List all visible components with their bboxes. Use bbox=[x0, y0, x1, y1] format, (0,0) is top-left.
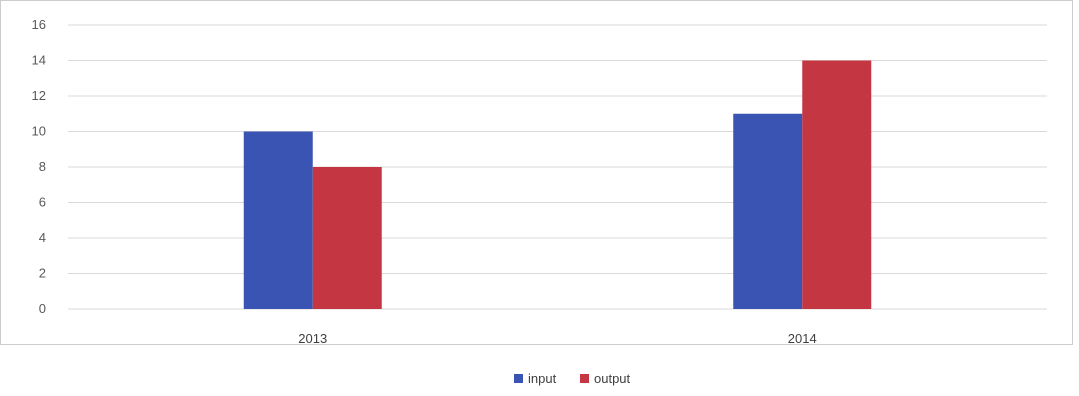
x-category-label: 2013 bbox=[298, 331, 327, 346]
x-axis-categories: 2013 2014 bbox=[298, 331, 816, 346]
x-category-label: 2014 bbox=[788, 331, 817, 346]
plot-frame bbox=[0, 0, 1073, 345]
y-tick-label: 8 bbox=[39, 159, 46, 174]
bars bbox=[243, 60, 872, 309]
y-tick-label: 0 bbox=[39, 301, 46, 316]
y-tick-label: 4 bbox=[39, 230, 46, 245]
y-tick-label: 14 bbox=[32, 53, 46, 68]
bar-output-2013 bbox=[312, 167, 382, 309]
y-tick-label: 16 bbox=[32, 17, 46, 32]
y-tick-label: 6 bbox=[39, 195, 46, 210]
legend-swatch-output bbox=[580, 374, 589, 383]
legend-label-input: input bbox=[528, 371, 557, 386]
legend: input output bbox=[514, 371, 631, 386]
bar-output-2014 bbox=[802, 60, 872, 309]
y-axis-ticks: 0 2 4 6 8 10 12 14 16 bbox=[32, 17, 46, 316]
bar-input-2014 bbox=[733, 113, 803, 309]
y-tick-label: 10 bbox=[32, 124, 46, 139]
y-tick-label: 12 bbox=[32, 88, 46, 103]
legend-swatch-input bbox=[514, 374, 523, 383]
grid-lines bbox=[68, 24, 1047, 310]
legend-label-output: output bbox=[594, 371, 631, 386]
bar-input-2013 bbox=[243, 131, 313, 309]
y-tick-label: 2 bbox=[39, 266, 46, 281]
